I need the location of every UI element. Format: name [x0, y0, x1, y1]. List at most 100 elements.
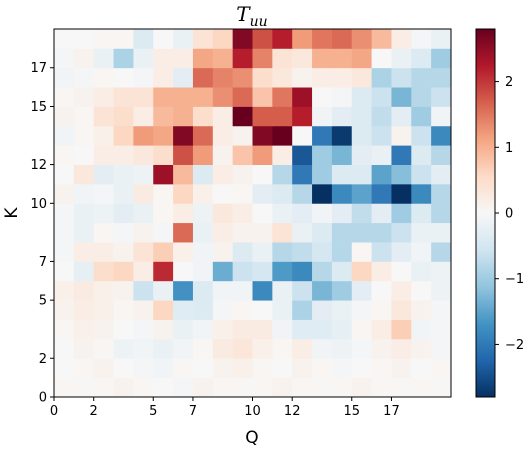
heatmap-cell	[133, 222, 154, 243]
heatmap-cell	[173, 48, 194, 69]
heatmap-cell	[93, 242, 114, 262]
heatmap-cell	[312, 164, 333, 185]
heatmap-cell	[371, 300, 392, 320]
heatmap-cell	[312, 319, 333, 340]
heatmap-cell	[351, 358, 372, 379]
heatmap-cell	[133, 338, 154, 359]
heatmap-cell	[351, 145, 372, 165]
heatmap-cell	[292, 300, 313, 320]
heatmap-cell	[431, 48, 452, 69]
heatmap-cell	[252, 222, 273, 243]
heatmap-cell	[93, 222, 114, 243]
heatmap-cell	[153, 300, 174, 320]
heatmap-cell	[272, 203, 293, 224]
heatmap-cell	[312, 183, 333, 204]
heatmap-cell	[411, 338, 432, 359]
heatmap-cell	[232, 183, 253, 204]
x-axis-ticks: 0 2 5 7 10 12 15 17	[50, 397, 400, 419]
heatmap-cell	[173, 29, 194, 49]
heatmap-cell	[371, 164, 392, 185]
heatmap-cell	[252, 145, 273, 165]
heatmap-cell	[292, 358, 313, 379]
heatmap-cell	[431, 300, 452, 320]
heatmap-cell	[292, 48, 313, 69]
heatmap-cell	[252, 48, 273, 69]
heatmap-cell	[133, 106, 154, 127]
heatmap-cell	[411, 280, 432, 301]
heatmap-cell	[331, 377, 353, 398]
heatmap-cell	[272, 222, 293, 243]
heatmap-cell	[212, 280, 234, 301]
heatmap-cell	[93, 338, 114, 359]
heatmap-cell	[252, 29, 273, 49]
heatmap-cell	[113, 203, 134, 224]
heatmap-cell	[391, 242, 412, 262]
heatmap-cell	[54, 164, 75, 185]
x-tick-label: 2	[90, 404, 98, 419]
heatmap-cell	[54, 261, 75, 282]
heatmap-cell	[212, 222, 234, 243]
heatmap-cell	[431, 261, 452, 282]
heatmap-cell	[331, 125, 353, 146]
heatmap-cell	[232, 203, 253, 224]
heatmap-cell	[133, 125, 154, 146]
heatmap-cell	[411, 164, 432, 185]
heatmap-cell	[113, 280, 134, 301]
heatmap-cell	[252, 280, 273, 301]
heatmap-cell	[153, 203, 174, 224]
heatmap-cell	[73, 87, 95, 107]
heatmap-cell	[93, 106, 114, 127]
heatmap-cell	[371, 358, 392, 379]
heatmap-cell	[212, 125, 234, 146]
heatmap-cell	[391, 67, 412, 88]
heatmap-cell	[93, 261, 114, 282]
heatmap-cell	[133, 300, 154, 320]
x-tick-label: 0	[50, 404, 58, 419]
heatmap-cell	[133, 280, 154, 301]
heatmap-cell	[312, 106, 333, 127]
heatmap-cell	[431, 183, 452, 204]
heatmap-cell	[411, 242, 432, 262]
heatmap-cell	[73, 242, 95, 262]
heatmap-cell	[371, 261, 392, 282]
heatmap-cell	[192, 106, 214, 127]
heatmap-cell	[192, 280, 214, 301]
heatmap-cell	[391, 29, 412, 49]
heatmap-cell	[331, 164, 353, 185]
heatmap-cell	[153, 125, 174, 146]
heatmap-cell	[173, 242, 194, 262]
heatmap-cell	[173, 319, 194, 340]
heatmap-cell	[232, 222, 253, 243]
heatmap-cell	[252, 67, 273, 88]
colorbar-tick-label: 0	[505, 207, 513, 222]
heatmap-cell	[133, 29, 154, 49]
heatmap-cell	[272, 319, 293, 340]
heatmap-cell	[173, 145, 194, 165]
heatmap-cell	[113, 145, 134, 165]
heatmap-cell	[331, 183, 353, 204]
x-tick-label: 12	[284, 404, 301, 419]
heatmap-cell	[252, 164, 273, 185]
heatmap-cell	[351, 125, 372, 146]
heatmap-cell	[431, 125, 452, 146]
heatmap-cell	[312, 87, 333, 107]
heatmap-cell	[371, 67, 392, 88]
heatmap-cell	[73, 145, 95, 165]
heatmap-cell	[411, 377, 432, 398]
heatmap-cell	[54, 87, 75, 107]
heatmap-cell	[411, 125, 432, 146]
heatmap-cell	[391, 183, 412, 204]
heatmap-cell	[93, 87, 114, 107]
heatmap-cell	[113, 222, 134, 243]
heatmap-cell	[192, 319, 214, 340]
heatmap-cell	[54, 29, 75, 49]
heatmap-cell	[411, 183, 432, 204]
heatmap-cell	[93, 29, 114, 49]
heatmap-cell	[133, 319, 154, 340]
colorbar-tick-label: −2	[505, 338, 524, 353]
y-tick-label: 2	[39, 352, 47, 367]
heatmap-cell	[54, 319, 75, 340]
heatmap-cell	[272, 377, 293, 398]
heatmap-cell	[93, 145, 114, 165]
heatmap-cell	[113, 87, 134, 107]
